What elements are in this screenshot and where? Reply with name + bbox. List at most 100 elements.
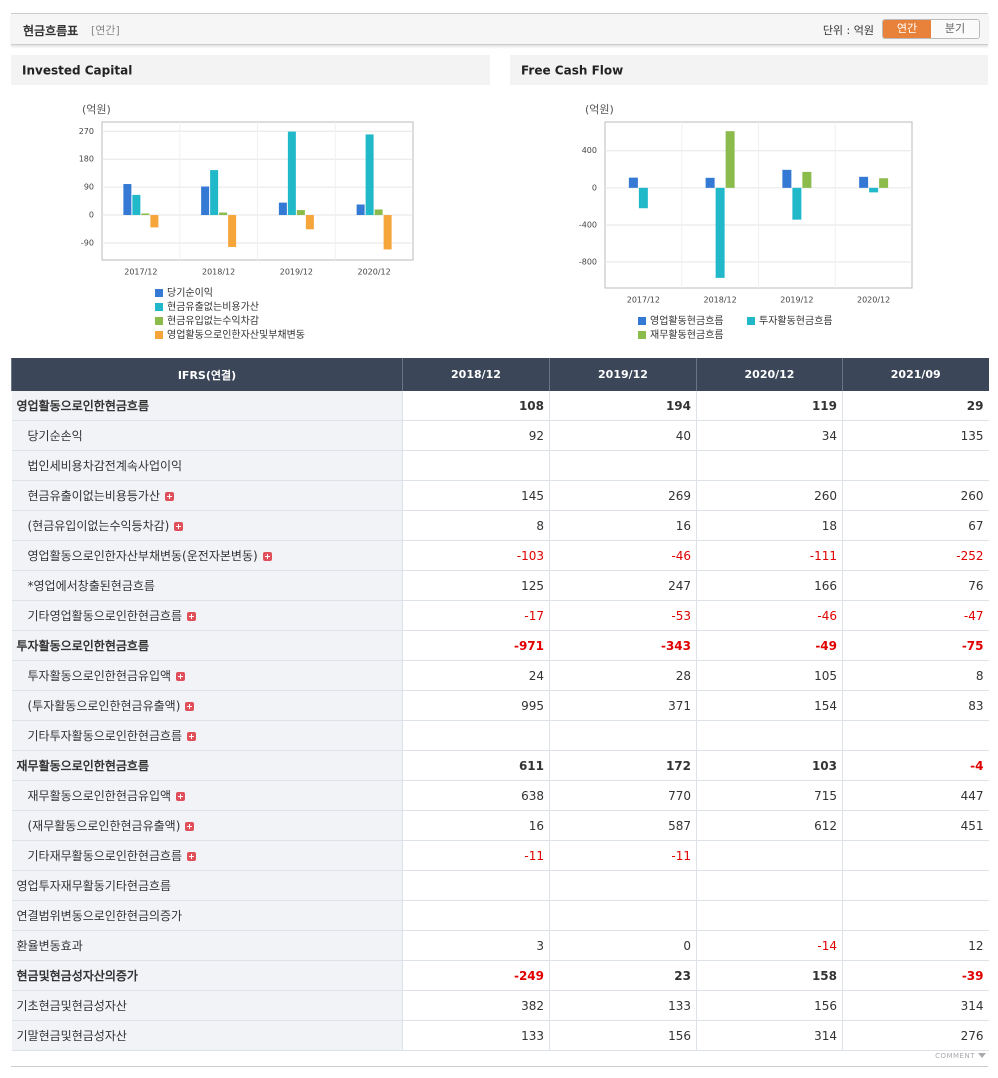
bar — [287, 131, 296, 216]
table-row: 환율변동효과 3 0 -14 12 — [11, 930, 989, 961]
value-cell — [696, 870, 843, 901]
value-cell: 29 — [842, 391, 989, 421]
value-cell: 770 — [549, 780, 697, 811]
y-tick-label: -400 — [579, 220, 597, 229]
value-cell: 12 — [842, 930, 989, 961]
table-row: 현금및현금성자산의증가 -249 23 158 -39 — [11, 960, 989, 991]
value-cell: -4 — [842, 750, 989, 781]
value-cell: -75 — [842, 630, 989, 661]
expand-icon[interactable] — [176, 792, 186, 801]
row-label: *영업에서창출된현금흐름 — [11, 570, 403, 601]
expand-icon[interactable] — [185, 702, 195, 711]
row-label: 현금및현금성자산의증가 — [11, 960, 403, 991]
row-label-text: 재무활동으로인한현금유입액 — [27, 789, 172, 803]
legend-label: 재무활동현금흐름 — [650, 328, 724, 341]
bar — [374, 209, 383, 216]
bar — [869, 187, 879, 193]
value-cell: 260 — [842, 480, 989, 511]
value-cell — [842, 840, 989, 871]
legend-swatch — [155, 303, 163, 311]
value-cell — [402, 720, 550, 751]
value-cell: -11 — [402, 840, 550, 871]
bar — [859, 176, 869, 188]
value-cell: -46 — [549, 540, 697, 571]
table-row: 기초현금및현금성자산 382 133 156 314 — [11, 990, 989, 1021]
bar — [782, 169, 792, 188]
expand-icon[interactable] — [174, 522, 184, 531]
table-row: *영업에서창출된현금흐름 125 247 166 76 — [11, 570, 989, 601]
row-label: 영업활동으로인한현금흐름 — [11, 391, 403, 421]
table-row: 재무활동으로인한현금유입액 638 770 715 447 — [11, 780, 989, 811]
value-cell: -39 — [842, 960, 989, 991]
row-label-text: 연결범위변동으로인한현금의증가 — [16, 909, 183, 923]
bar — [123, 184, 132, 216]
panel-title-bar — [510, 55, 988, 85]
comment-toggle[interactable]: COMMENT — [935, 1052, 986, 1060]
expand-icon[interactable] — [176, 672, 186, 681]
value-cell: 23 — [549, 960, 697, 991]
value-cell: 108 — [402, 391, 550, 421]
y-axis-label: (억원) — [82, 103, 111, 116]
tab-quarterly[interactable]: 분기 — [931, 20, 979, 38]
value-cell: -343 — [549, 630, 697, 661]
y-tick-label: -800 — [579, 258, 597, 267]
expand-icon[interactable] — [187, 732, 197, 741]
chart-title: Invested Capital — [22, 64, 132, 78]
value-cell: 40 — [549, 420, 697, 451]
panel-title-bar — [11, 55, 490, 85]
bar — [725, 131, 735, 188]
value-cell: 314 — [842, 990, 989, 1021]
expand-icon[interactable] — [187, 612, 197, 621]
bar — [356, 204, 365, 216]
value-cell — [549, 450, 697, 481]
x-tick-label: 2017/12 — [627, 296, 660, 305]
value-cell — [549, 870, 697, 901]
expand-icon[interactable] — [187, 852, 197, 861]
value-cell: 34 — [696, 420, 843, 451]
table-row: (투자활동으로인한현금유출액) 995 371 154 83 — [11, 690, 989, 721]
x-tick-label: 2018/12 — [202, 268, 235, 277]
row-label-text: 기타재무활동으로인한현금흐름 — [27, 849, 183, 863]
row-label-text: 현금및현금성자산의증가 — [16, 969, 138, 983]
row-label-text: 영업투자재무활동기타현금흐름 — [16, 879, 172, 893]
y-tick-label: 90 — [84, 183, 94, 192]
section-title: 현금흐름표 — [23, 24, 79, 38]
expand-icon[interactable] — [262, 552, 272, 561]
bar — [638, 187, 648, 209]
value-cell: -14 — [696, 930, 843, 961]
value-cell: 382 — [402, 990, 550, 1021]
value-cell: 105 — [696, 660, 843, 691]
row-label-text: 영업활동으로인한자산부채변동(운전자본변동) — [27, 549, 258, 563]
value-cell — [842, 870, 989, 901]
row-label-text: 기초현금및현금성자산 — [16, 999, 127, 1013]
x-tick-label: 2019/12 — [780, 296, 813, 305]
value-cell: -111 — [696, 540, 843, 571]
row-label: 기타재무활동으로인한현금흐름 — [11, 840, 403, 871]
row-label-text: 영업활동으로인한현금흐름 — [16, 399, 149, 413]
value-cell: 145 — [402, 480, 550, 511]
row-label: 기타투자활동으로인한현금흐름 — [11, 720, 403, 751]
legend-label: 투자활동현금흐름 — [759, 314, 833, 327]
unit-label: 단위 : 억원 — [822, 24, 874, 37]
expand-icon[interactable] — [185, 822, 195, 831]
value-cell: 269 — [549, 480, 697, 511]
row-label-text: *영업에서창출된현금흐름 — [27, 579, 155, 593]
tab-annual[interactable]: 연간 — [883, 20, 931, 38]
header-bar: 현금흐름표 [연간] 단위 : 억원 연간 분기 — [11, 13, 988, 45]
value-cell: 3 — [402, 930, 550, 961]
y-axis-label: (억원) — [585, 103, 614, 116]
value-cell: -49 — [696, 630, 843, 661]
value-cell — [402, 450, 550, 481]
value-cell: 260 — [696, 480, 843, 511]
value-cell: 611 — [402, 750, 550, 781]
table-row: 기타재무활동으로인한현금흐름 -11 -11 — [11, 840, 989, 871]
y-tick-label: 0 — [89, 211, 94, 220]
value-cell: 156 — [549, 1020, 697, 1051]
bar — [305, 215, 314, 230]
row-label-text: 기타투자활동으로인한현금흐름 — [27, 729, 183, 743]
value-cell: 67 — [842, 510, 989, 541]
expand-icon[interactable] — [164, 492, 174, 501]
row-label-text: (재무활동으로인한현금유출액) — [27, 819, 181, 833]
bar — [383, 215, 392, 250]
bar — [365, 134, 374, 216]
